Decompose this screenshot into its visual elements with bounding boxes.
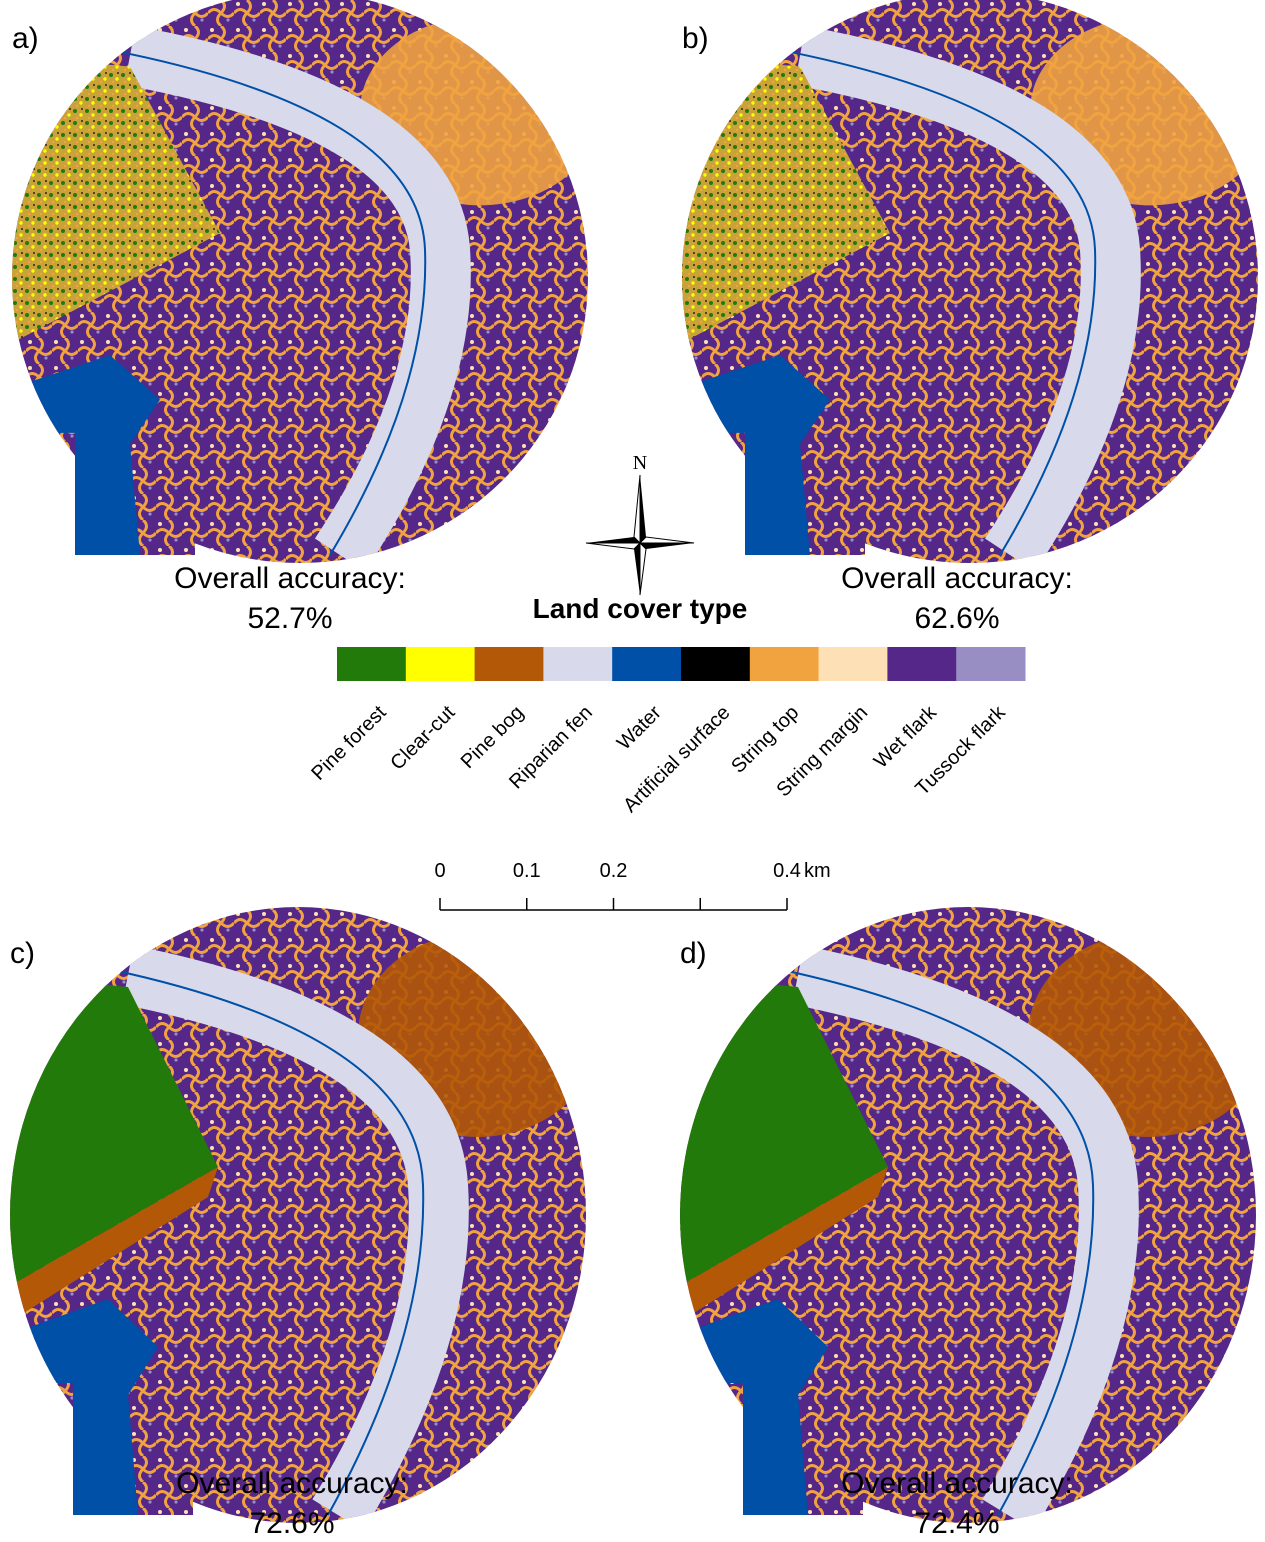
panel-label: d)	[680, 937, 707, 970]
accuracy-label: Overall accuracy:	[841, 1467, 1073, 1500]
map-panel	[0, 0, 610, 575]
legend-swatch	[887, 647, 956, 681]
scale-label: 0.2	[600, 860, 628, 882]
scale-unit: km	[804, 860, 831, 882]
compass-label: N	[633, 452, 647, 474]
legend-swatch	[543, 647, 612, 681]
legend-swatch	[819, 647, 888, 681]
scale-label: 0.1	[513, 860, 541, 882]
accuracy-value: 52.7%	[247, 602, 332, 635]
maps	[0, 0, 1265, 1535]
figure: N Land cover type Pine forestClear-cutPi…	[0, 0, 1265, 1542]
panel-label: c)	[10, 937, 35, 970]
legend-title: Land cover type	[533, 593, 748, 624]
map-panel	[658, 895, 1265, 1535]
legend-swatch	[612, 647, 681, 681]
legend-label: Pine forest	[307, 701, 390, 784]
compass: N	[586, 452, 694, 595]
legend-swatch	[681, 647, 750, 681]
legend-label: Pine bog	[457, 702, 528, 773]
accuracy-value: 72.4%	[914, 1507, 999, 1540]
accuracy-value: 72.6%	[249, 1507, 334, 1540]
panel-label: b)	[682, 22, 709, 55]
legend-swatch	[475, 647, 544, 681]
map-panel	[660, 0, 1265, 575]
legend-label: Wet flark	[870, 701, 942, 773]
scale-label: 0.4	[773, 860, 801, 882]
accuracy-value: 62.6%	[914, 602, 999, 635]
legend-label: Water	[613, 701, 666, 754]
accuracy-label: Overall accuracy:	[176, 1467, 408, 1500]
accuracy-label: Overall accuracy:	[174, 562, 406, 595]
legend-swatch	[406, 647, 475, 681]
accuracy-label: Overall accuracy:	[841, 562, 1073, 595]
legend-label: Clear-cut	[386, 701, 459, 774]
legend-swatch	[337, 647, 406, 681]
scale-label: 0	[434, 860, 445, 882]
panel-label: a)	[12, 22, 39, 55]
legend-swatch	[750, 647, 819, 681]
legend-swatch	[956, 647, 1025, 681]
map-panel	[0, 895, 608, 1535]
